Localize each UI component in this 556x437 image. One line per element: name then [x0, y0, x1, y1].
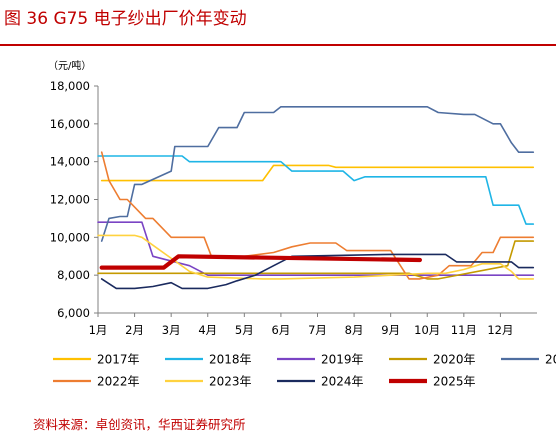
x-tick-label: 1月 — [89, 323, 108, 337]
y-tick-label: 10,000 — [50, 230, 90, 244]
series-line-2022 — [100, 151, 535, 280]
y-tick-label: 16,000 — [50, 117, 90, 131]
x-tick-label: 12月 — [487, 323, 513, 337]
x-tick-label: 7月 — [308, 323, 327, 337]
legend-label: 2017年 — [97, 353, 140, 367]
y-tick-label: 18,000 — [50, 79, 90, 93]
y-tick-label: 12,000 — [50, 193, 90, 207]
y-axis-unit-label: （元/吨） — [48, 59, 91, 72]
title-divider — [0, 44, 556, 46]
legend-label: 2023年 — [209, 375, 252, 389]
y-tick-label: 8,000 — [57, 268, 90, 282]
x-tick-label: 10月 — [414, 323, 440, 337]
chart-axes: （元/吨） 6,000 8,000 10,000 12,000 14,000 16,000 1… — [48, 59, 537, 337]
x-tick-label: 6月 — [272, 323, 291, 337]
legend-label: 2021年 — [545, 353, 556, 367]
chart-legend: 2017年 2018年 2019年 2020年 2021年 2022年 2023年 2024年… — [53, 353, 556, 389]
source-note: 资料来源：卓创资讯，华西证券研究所 — [33, 417, 246, 432]
y-tick-label: 14,000 — [50, 155, 90, 169]
legend-label: 2019年 — [321, 353, 364, 367]
x-tick-label: 9月 — [381, 323, 400, 337]
legend-label: 2020年 — [433, 353, 476, 367]
series-line-2017 — [100, 164, 535, 182]
line-chart: （元/吨） 6,000 8,000 10,000 12,000 14,000 16,000 1… — [48, 59, 556, 389]
x-tick-label: 11月 — [451, 323, 477, 337]
chart-series-lines — [97, 106, 535, 290]
y-tick-label: 6,000 — [57, 306, 90, 320]
legend-label: 2025年 — [433, 375, 476, 389]
series-line-2018 — [97, 155, 535, 225]
figure-title: 图 36 G75 电子纱出厂价年变动 — [4, 9, 247, 29]
series-line-2025 — [99, 254, 422, 270]
x-tick-label: 5月 — [235, 323, 254, 337]
x-tick-label: 2月 — [125, 323, 144, 337]
legend-label: 2024年 — [321, 375, 364, 389]
series-line-2020 — [97, 240, 535, 280]
x-tick-label: 8月 — [345, 323, 364, 337]
series-line-2024 — [100, 253, 535, 290]
legend-label: 2022年 — [97, 375, 140, 389]
series-line-2021 — [100, 106, 535, 242]
legend-label: 2018年 — [209, 353, 252, 367]
x-tick-label: 4月 — [198, 323, 217, 337]
x-tick-label: 3月 — [162, 323, 181, 337]
